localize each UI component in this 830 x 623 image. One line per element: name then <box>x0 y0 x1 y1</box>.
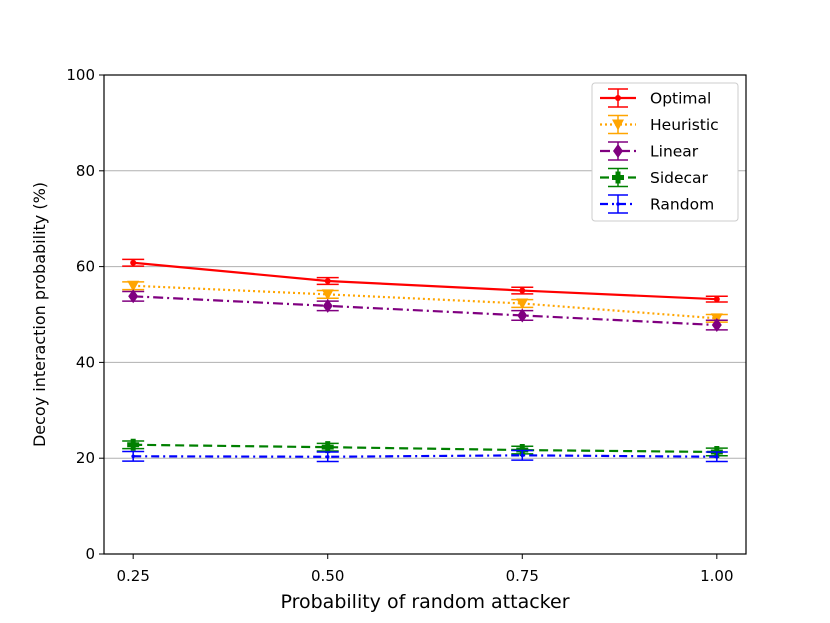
legend-marker-random <box>616 202 620 206</box>
data-point <box>128 289 139 304</box>
data-point <box>324 277 331 284</box>
series-random <box>122 449 728 463</box>
data-point <box>713 296 720 303</box>
series-line-linear <box>133 295 717 327</box>
plot-frame <box>103 74 747 555</box>
data-point <box>321 441 334 454</box>
y-tick-label: 80 <box>76 162 95 180</box>
x-tick-label: 0.75 <box>506 567 539 585</box>
grid-layer <box>104 170 746 459</box>
y-tick-label: 60 <box>76 258 95 276</box>
legend-label-random: Random <box>650 196 714 214</box>
y-tick-label: 40 <box>76 353 95 371</box>
legend-label-heuristic: Heuristic <box>650 116 719 134</box>
legend-label-linear: Linear <box>650 143 699 161</box>
legend: Optimal Heuristic Linear Sidecar Random <box>591 82 739 222</box>
y-axis-title: Decoy interaction probability (%) <box>30 182 49 447</box>
series-line-random <box>133 454 717 458</box>
series-layer <box>122 258 728 463</box>
data-point <box>325 454 330 459</box>
data-point <box>321 289 334 301</box>
data-point <box>322 298 333 313</box>
data-point <box>517 308 528 323</box>
data-point <box>516 298 529 310</box>
data-point <box>711 318 722 333</box>
legend-box <box>591 82 739 222</box>
ticks-layer: 0 20 40 60 80 100 0.25 0.50 0.75 1.00 <box>66 66 733 585</box>
x-axis-title: Probability of random attacker <box>280 591 569 613</box>
data-point <box>127 438 140 451</box>
legend-label-optimal: Optimal <box>650 90 711 108</box>
data-point <box>519 287 526 294</box>
x-tick-label: 0.50 <box>311 567 344 585</box>
y-tick-label: 20 <box>76 449 95 467</box>
series-optimal <box>122 258 728 303</box>
series-linear <box>122 289 728 333</box>
data-point <box>130 259 137 266</box>
x-tick-label: 0.25 <box>116 567 149 585</box>
legend-label-sidecar: Sidecar <box>650 169 709 187</box>
y-tick-label: 0 <box>85 545 95 563</box>
legend-marker-sidecar <box>612 171 624 184</box>
data-point <box>131 454 135 459</box>
x-tick-label: 1.00 <box>700 567 733 585</box>
data-point <box>520 453 525 458</box>
legend-marker-heuristic <box>612 119 624 131</box>
y-tick-label: 100 <box>66 66 95 84</box>
data-point <box>715 454 719 459</box>
data-point <box>127 280 140 292</box>
legend-marker-optimal <box>615 95 621 101</box>
series-line-optimal <box>133 261 717 301</box>
legend-marker-linear <box>613 144 623 158</box>
